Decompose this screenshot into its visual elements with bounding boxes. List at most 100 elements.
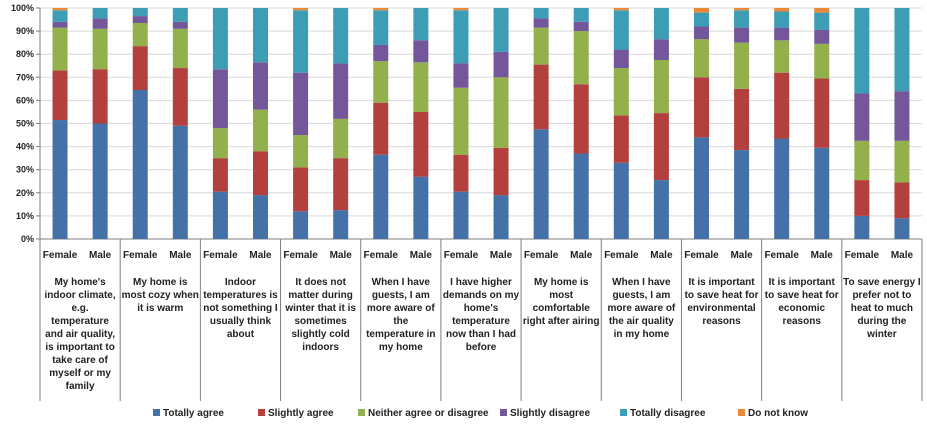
bar-segment <box>172 68 188 126</box>
group-label-line: My home is <box>534 277 589 288</box>
bar-segment <box>694 77 709 138</box>
bar-segment <box>694 39 709 78</box>
group-label: I have higher demands on my home's temperat… <box>443 277 520 353</box>
bar-segment <box>613 162 629 239</box>
bar-segment <box>333 158 349 211</box>
bar-segment <box>413 111 429 177</box>
bar-segment <box>52 21 68 28</box>
bar-segment <box>373 10 389 45</box>
bar-segment <box>613 10 629 50</box>
group-label-line: comfortable <box>533 303 591 314</box>
bar-segment <box>894 91 910 141</box>
bar-segment <box>333 118 349 159</box>
group-label-line: indoor climate, <box>45 290 116 301</box>
bar-segment <box>293 135 309 168</box>
bar-segment <box>132 8 148 17</box>
bar-segment <box>814 78 830 148</box>
bar-segment <box>132 16 148 24</box>
group-label: My home's indoor climate, e.g. temperature a… <box>45 277 116 392</box>
legend-label: Totally disagree <box>630 408 706 419</box>
bar-segment <box>92 8 108 19</box>
group-label-line: reasons <box>783 316 822 327</box>
bar-segment <box>653 113 669 181</box>
bar-segment <box>253 195 268 239</box>
group-label-line: not something I <box>203 303 278 314</box>
bar-segment <box>854 93 870 141</box>
group-label-line: reasons <box>702 316 741 327</box>
y-tick-label: 20% <box>16 188 34 198</box>
bar-segment <box>373 61 389 103</box>
bar-segment <box>734 150 750 239</box>
legend-swatch <box>258 409 265 416</box>
bar-segment <box>774 72 790 139</box>
y-tick-label: 100% <box>11 3 34 13</box>
group-label-line: It does not <box>295 277 346 288</box>
category-sex-label: Male <box>730 250 753 261</box>
bar-segment <box>413 62 429 112</box>
group-label-line: It is important <box>769 277 836 288</box>
y-tick-label: 50% <box>16 119 34 129</box>
group-label-line: Indoor <box>225 277 256 288</box>
bar-segment <box>333 8 349 64</box>
bar-segment <box>172 8 188 22</box>
bar-segment <box>734 88 750 151</box>
bar-segment <box>373 8 389 11</box>
group-label-line: is important to <box>45 342 114 353</box>
bar-segment <box>333 63 349 119</box>
category-sex-label: Male <box>891 250 914 261</box>
group-label-line: temperature <box>51 316 109 327</box>
category-sex-label: Female <box>203 250 238 261</box>
bar-segment <box>453 8 469 11</box>
bar-segment <box>493 8 509 52</box>
category-sex-label: Male <box>490 250 513 261</box>
category-sex-label: Female <box>764 250 799 261</box>
bar-segment <box>613 8 629 11</box>
group-label-line: It is important <box>688 277 755 288</box>
y-tick-label: 90% <box>16 26 34 36</box>
group-label-line: usually think <box>210 316 272 327</box>
group-label-line: winter <box>866 329 897 340</box>
bar-segment <box>373 44 389 62</box>
bar-segment <box>694 26 709 40</box>
bar-segment <box>212 158 228 192</box>
group-label-line: home's <box>464 303 499 314</box>
group-label-line: My home is <box>133 277 188 288</box>
group-label-line: guests, I am <box>612 290 670 301</box>
group-label: Indoor temperatures is not something I usua… <box>203 277 278 340</box>
group-label-line: about <box>227 329 255 340</box>
group-label-line: e.g. <box>71 303 88 314</box>
bar-segment <box>653 59 669 114</box>
bar-segment <box>894 182 910 219</box>
bar-segment <box>253 8 268 63</box>
category-sex-label: Female <box>123 250 158 261</box>
group-label-line: slightly cold <box>291 329 349 340</box>
category-sex-label: Male <box>169 250 192 261</box>
bar-segment <box>814 29 830 44</box>
bar-segment <box>613 115 629 163</box>
group-label-line: family <box>66 381 95 392</box>
group-label-line: to save heat for <box>765 290 839 301</box>
bar-segment <box>573 8 589 22</box>
bar-segment <box>373 102 389 155</box>
legend-label: Neither agree or disagree <box>368 408 489 419</box>
legend-swatch <box>500 409 507 416</box>
bar-segment <box>694 12 709 27</box>
group-label-line: To save energy I <box>843 277 921 288</box>
y-tick-label: 30% <box>16 165 34 175</box>
bar-segment <box>694 137 709 239</box>
group-label: When I have guests, I am more aware of the t… <box>366 277 435 353</box>
category-sex-label: Male <box>811 250 834 261</box>
category-sex-label: Female <box>43 250 78 261</box>
category-sex-label: Male <box>249 250 272 261</box>
bar-segment <box>293 72 309 136</box>
category-sex-label: Female <box>604 250 639 261</box>
group-label-line: to save heat for <box>685 290 759 301</box>
group-label-line: My home's <box>54 277 106 288</box>
group-label: When I have guests, I am more aware of the … <box>607 277 675 340</box>
category-sex-label: Female <box>283 250 318 261</box>
bar-segment <box>373 154 389 239</box>
group-label-line: I have higher <box>450 277 512 288</box>
bar-segment <box>132 90 148 239</box>
bar-segment <box>814 8 830 13</box>
